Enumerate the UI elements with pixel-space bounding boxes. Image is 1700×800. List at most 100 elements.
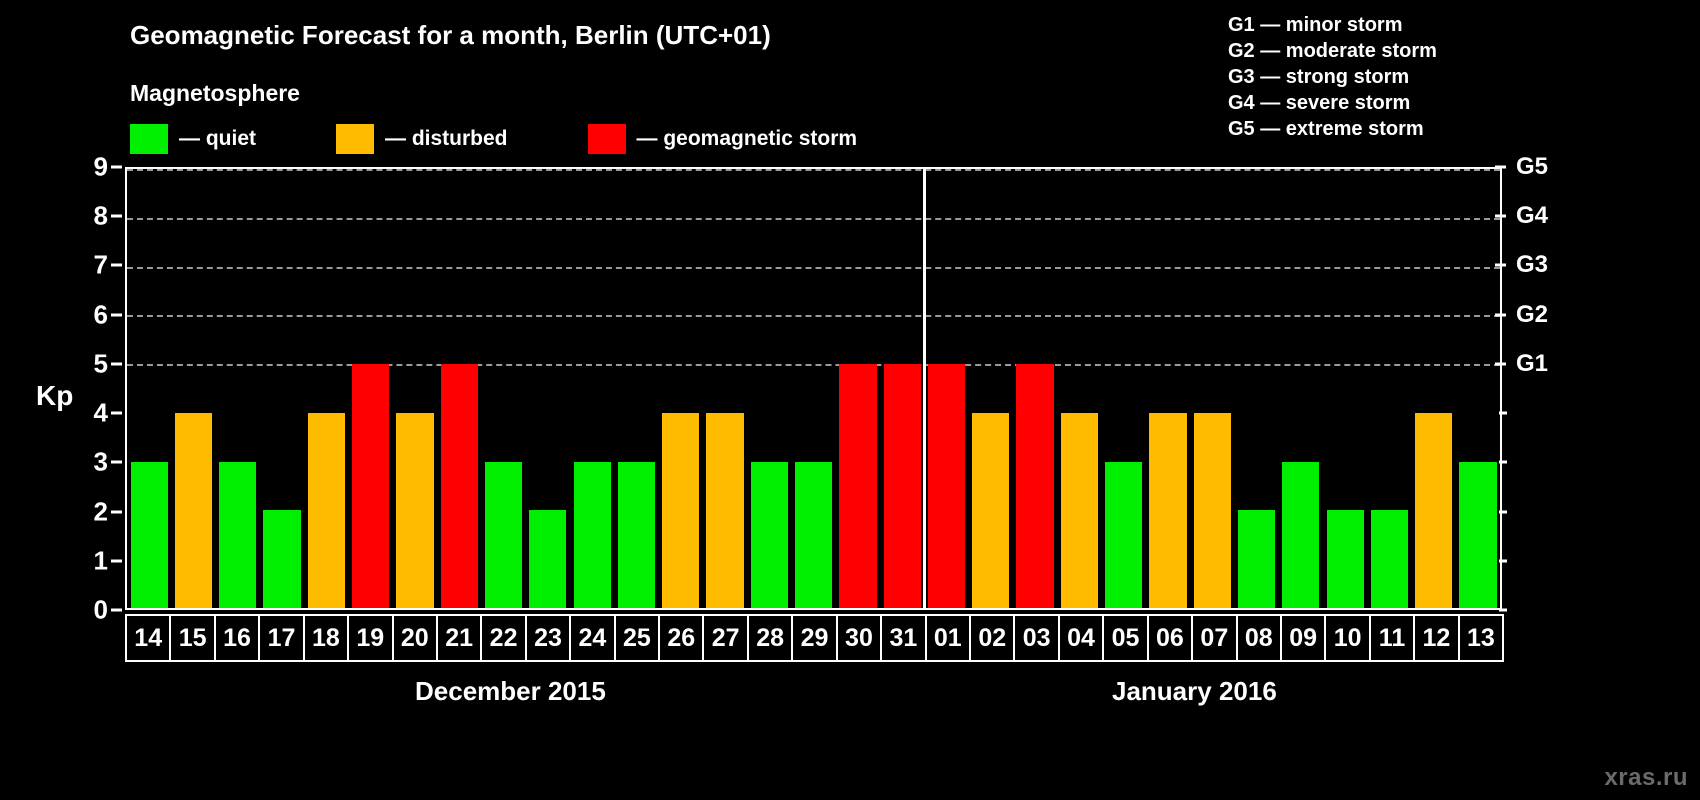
- bar-slot: [1102, 169, 1146, 608]
- bar-slot: [348, 169, 392, 608]
- bar-day-21: [440, 364, 478, 608]
- site-watermark: xras.ru: [1604, 764, 1688, 791]
- day-label-cell: 20: [391, 614, 438, 662]
- day-label-text: 24: [578, 623, 607, 652]
- page-title: Geomagnetic Forecast for a month, Berlin…: [130, 20, 771, 50]
- day-label-text: 01: [933, 623, 962, 652]
- bar-day-19: [352, 364, 390, 608]
- day-label-cell: 04: [1057, 614, 1105, 662]
- g-tick-mark-G3: [1495, 263, 1506, 267]
- bar-day-23: [529, 510, 567, 608]
- y-tick-mark-6: [111, 313, 122, 317]
- day-label-text: 30: [845, 623, 873, 652]
- bar-day-16: [219, 461, 257, 608]
- bar-day-29: [795, 461, 833, 608]
- bar-slot: [1190, 169, 1234, 608]
- day-label-cell: 28: [746, 614, 794, 662]
- day-label-cell: 26: [658, 614, 705, 662]
- g-tick-label-G1: G1: [1516, 349, 1549, 377]
- y-tick-label-7: 7: [93, 249, 108, 280]
- bar-day-25: [617, 461, 656, 608]
- g-scale-row-4: G4 — severe storm: [1228, 92, 1411, 114]
- y-tick-mark-5: [111, 362, 122, 366]
- year-divider-line: [922, 169, 926, 608]
- day-label-cell: 06: [1146, 614, 1194, 662]
- bar-day-30: [839, 364, 877, 608]
- y-tick-mark-4: [111, 411, 122, 415]
- day-label-cell: 13: [1457, 614, 1505, 662]
- day-label-text: 08: [1244, 623, 1273, 652]
- day-label-cell: 16: [213, 614, 261, 662]
- day-label-cell: 01: [924, 614, 972, 662]
- legend-swatch-icon: [130, 124, 168, 154]
- y-tick-mark-1: [111, 559, 122, 563]
- gridline-kp-9: [127, 169, 1500, 171]
- bar-day-27: [706, 412, 744, 608]
- bar-day-13: [1459, 461, 1497, 608]
- bar-slot: [1057, 169, 1101, 608]
- bar-slot: [1412, 169, 1456, 608]
- day-label-cell: 09: [1279, 614, 1327, 662]
- g-tick-mark-G5: [1495, 165, 1506, 169]
- day-label-text: 02: [978, 623, 1007, 652]
- day-label-cell: 15: [169, 614, 216, 662]
- day-label-text: 07: [1200, 623, 1229, 652]
- day-label-text: 10: [1333, 623, 1362, 652]
- day-label-cell: 12: [1413, 614, 1460, 662]
- bar-slot: [570, 169, 614, 608]
- g-tick-label-G4: G4: [1516, 202, 1549, 230]
- y-tick-label-9: 9: [93, 151, 108, 182]
- day-label-text: 28: [756, 623, 785, 652]
- day-label-text: 31: [889, 623, 918, 652]
- g-tick-label-G3: G3: [1516, 251, 1549, 279]
- day-label-cell: 18: [302, 614, 350, 662]
- bar-slot: [216, 169, 260, 608]
- g-scale-row-2: G2 — moderate storm: [1228, 40, 1437, 62]
- bar-day-03: [1016, 364, 1054, 608]
- bar-slot: [1146, 169, 1190, 608]
- bar-day-28: [750, 461, 788, 608]
- bar-day-08: [1237, 510, 1276, 608]
- g-scale-row-1: G1 — minor storm: [1228, 14, 1403, 36]
- g-scale-row-3: G3 — strong storm: [1228, 66, 1410, 88]
- g-tick-label-G5: G5: [1516, 153, 1549, 180]
- day-label-cell: 24: [569, 614, 616, 662]
- day-label-text: 09: [1289, 623, 1318, 652]
- bar-slot: [747, 169, 791, 608]
- day-label-text: 16: [223, 623, 251, 652]
- plot-inner: [127, 169, 1500, 608]
- day-label-cell: 02: [969, 614, 1016, 662]
- y-tick-label-5: 5: [93, 348, 108, 379]
- day-label-cell: 25: [613, 614, 661, 662]
- day-label-cell: 21: [435, 614, 483, 662]
- y-tick-mark-9: [111, 165, 122, 169]
- day-label-text: 06: [1156, 623, 1184, 652]
- bar-day-24: [573, 461, 611, 608]
- g-tick-mark-G4: [1495, 214, 1506, 218]
- y-tick-mark-7: [111, 263, 122, 267]
- day-label-text: 26: [667, 623, 696, 652]
- bar-slot: [437, 169, 481, 608]
- legend: — quiet — disturbed — geomagnetic storm: [130, 122, 857, 156]
- bar-slot: [969, 169, 1013, 608]
- bar-slot: [526, 169, 570, 608]
- bar-slot: [880, 169, 924, 608]
- right-minor-tick-4: [1499, 411, 1507, 415]
- legend-label: — disturbed: [385, 127, 508, 150]
- day-label-text: 14: [134, 623, 163, 652]
- bar-day-02: [972, 412, 1010, 608]
- day-label-cell: 17: [258, 614, 305, 662]
- right-minor-tick-1: [1499, 559, 1507, 563]
- day-label-text: 25: [622, 623, 651, 652]
- day-label-text: 22: [489, 623, 518, 652]
- legend-label: — quiet: [179, 127, 256, 150]
- day-label-cell: 05: [1102, 614, 1149, 662]
- day-label-text: 12: [1422, 623, 1451, 652]
- bar-slot: [1234, 169, 1278, 608]
- g-scale-list: G1 — minor storm G2 — moderate storm G3 — …: [1228, 12, 1437, 142]
- bar-day-26: [662, 412, 700, 608]
- bar-slot: [836, 169, 880, 608]
- bar-day-11: [1370, 510, 1409, 608]
- day-label-text: 04: [1067, 623, 1095, 652]
- day-label-text: 18: [311, 623, 340, 652]
